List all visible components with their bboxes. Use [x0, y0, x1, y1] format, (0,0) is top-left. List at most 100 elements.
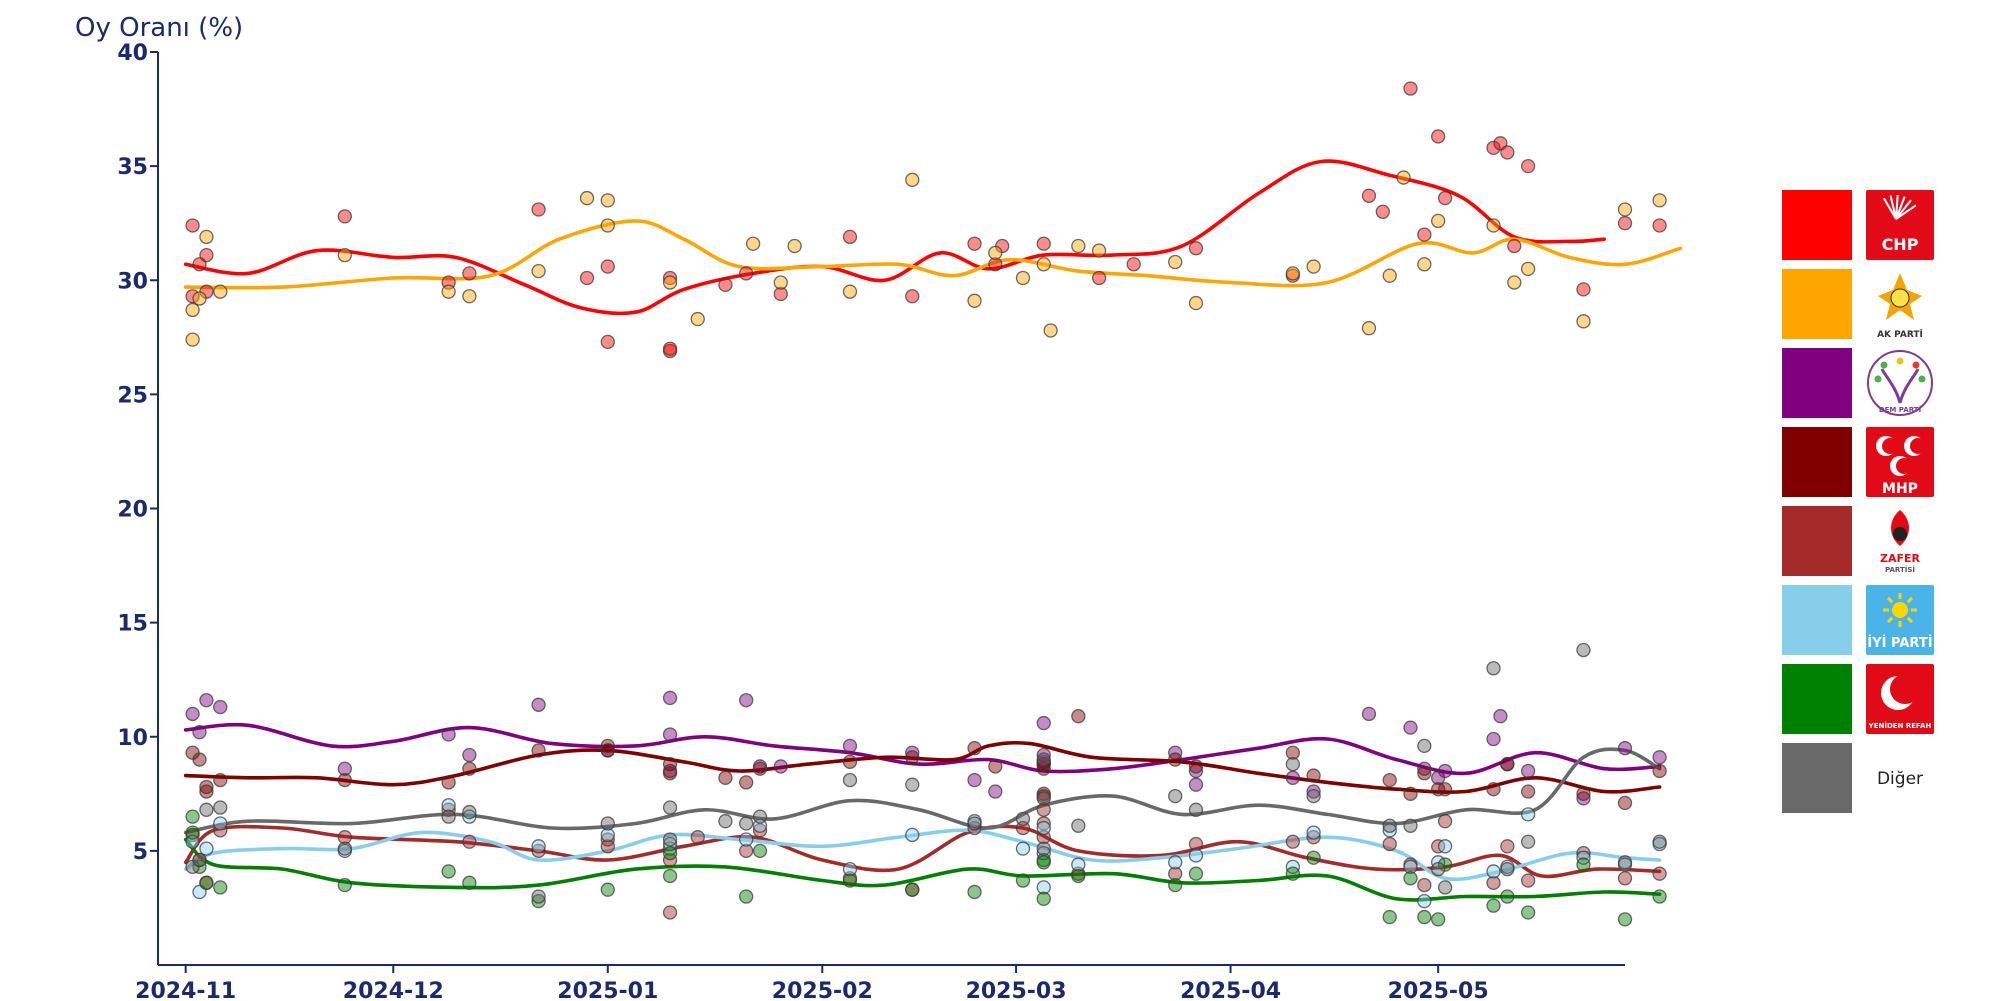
poll-point	[192, 291, 207, 306]
poll-point	[1188, 848, 1204, 863]
legend-swatch	[1782, 190, 1852, 260]
poll-point	[1361, 321, 1377, 336]
poll-point	[462, 761, 477, 776]
poll-point	[1520, 834, 1536, 849]
poll-point	[462, 747, 477, 763]
poll-point	[337, 209, 352, 224]
poll-point	[1520, 905, 1536, 920]
poll-point	[1168, 855, 1183, 870]
poll-point	[462, 289, 477, 304]
trend-line	[183, 837, 1662, 902]
trend-line	[183, 219, 1683, 290]
poll-point	[1617, 912, 1633, 927]
poll-point	[842, 772, 858, 788]
poll-point	[1576, 786, 1591, 801]
poll-point	[531, 893, 546, 909]
poll-point	[1486, 864, 1501, 879]
poll-point	[739, 266, 754, 281]
poll-point	[1285, 756, 1300, 772]
poll-point	[185, 825, 200, 840]
poll-point	[213, 816, 228, 831]
poll-point	[1500, 861, 1515, 877]
poll-point	[1188, 777, 1204, 792]
poll-point	[1652, 763, 1667, 779]
poll-point	[739, 843, 754, 859]
poll-point	[1306, 788, 1321, 804]
party-logo-icon: DEM PARTİ	[1867, 350, 1933, 416]
party-logo-icon: İYİ PARTİ	[1866, 585, 1934, 655]
poll-point	[1036, 752, 1051, 767]
poll-point	[1617, 741, 1633, 756]
poll-point	[185, 809, 200, 824]
poll-point	[1188, 295, 1204, 311]
poll-point	[1431, 129, 1446, 144]
poll-point	[1036, 855, 1051, 870]
poll-points	[185, 81, 1667, 927]
poll-point	[662, 800, 678, 815]
poll-point	[1168, 866, 1183, 881]
poll-point	[600, 816, 615, 831]
y-tick-label: 5	[133, 840, 148, 865]
poll-point	[1403, 786, 1418, 801]
poll-point	[1036, 891, 1051, 906]
poll-point	[1382, 836, 1397, 852]
legend-swatch	[1782, 743, 1852, 813]
x-tick-label: 2025-05	[1388, 979, 1489, 1001]
trend-line	[183, 722, 1662, 776]
poll-point	[1437, 880, 1453, 895]
poll-point	[600, 827, 615, 843]
poll-point	[1486, 875, 1501, 890]
trend-line	[183, 828, 1662, 882]
poll-point	[662, 727, 678, 742]
legend-swatch	[1782, 427, 1852, 497]
poll-point	[531, 889, 546, 904]
poll-point	[1285, 834, 1300, 849]
poll-point	[1168, 788, 1183, 804]
y-tick-label: 30	[117, 269, 148, 294]
poll-point	[337, 830, 352, 845]
poll-point	[1188, 763, 1204, 779]
x-tick-label: 2024-12	[343, 979, 444, 1001]
poll-point	[752, 843, 768, 859]
poll-point	[441, 727, 456, 742]
poll-point	[1486, 782, 1501, 797]
poll-point	[1437, 839, 1453, 854]
logo-text: DEM PARTİ	[1879, 405, 1921, 414]
trend-lines	[183, 159, 1683, 902]
poll-point	[1188, 241, 1204, 256]
poll-point	[662, 341, 678, 356]
poll-point	[1417, 738, 1432, 754]
poll-point	[1576, 642, 1591, 658]
poll-point	[1576, 314, 1591, 329]
poll-point	[1071, 857, 1086, 872]
poll-point	[192, 852, 207, 868]
poll-point	[600, 839, 615, 854]
poll-point	[185, 706, 200, 722]
poll-point	[905, 289, 920, 304]
poll-point	[1437, 190, 1453, 206]
poll-point	[1306, 784, 1321, 799]
legend-swatch	[1782, 585, 1852, 655]
poll-point	[1126, 257, 1141, 272]
poll-point	[967, 884, 982, 900]
poll-point	[213, 772, 228, 788]
poll-point	[1036, 257, 1051, 272]
poll-point	[662, 868, 678, 884]
poll-point	[739, 889, 754, 904]
poll-point	[662, 846, 678, 861]
poll-point	[199, 247, 214, 263]
poll-point	[213, 699, 228, 715]
poll-point	[579, 190, 595, 206]
y-tick-label: 40	[117, 41, 148, 66]
poll-point	[337, 247, 352, 263]
poll-point	[531, 839, 546, 854]
poll-point	[337, 772, 352, 788]
poll-point	[905, 777, 920, 792]
trend-line	[183, 824, 1662, 879]
poll-point	[600, 738, 615, 754]
poll-point	[1091, 270, 1107, 286]
legend-swatch	[1782, 348, 1852, 418]
poll-point	[718, 770, 733, 785]
poll-point	[1507, 275, 1522, 290]
